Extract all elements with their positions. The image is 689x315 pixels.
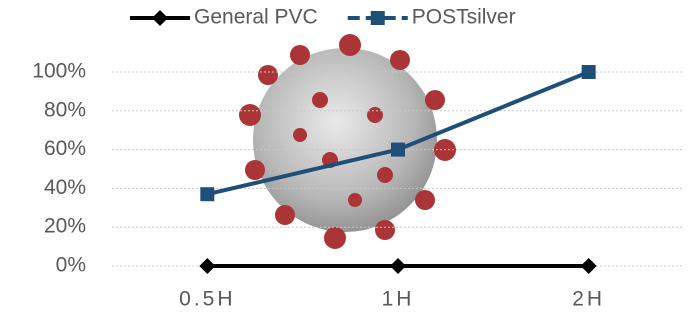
legend-marker (371, 11, 385, 25)
y-tick-label: 40% (44, 176, 86, 199)
x-tick-label: 1H (382, 288, 415, 311)
y-tick-label: 100% (32, 60, 86, 83)
y-tick-label: 0% (56, 254, 86, 277)
chart: 0% 20% 40% 60% 80% 100% 0.5H 1H 2H General PVC POS… (0, 0, 689, 315)
data-point (391, 143, 405, 157)
data-point (581, 258, 597, 274)
virus-illustration (239, 34, 456, 249)
x-tick-label: 2H (572, 288, 605, 311)
data-point (390, 258, 406, 274)
page: {"chart_data": {"type": "line", "categor… (0, 0, 689, 315)
legend-label: POSTsilver (412, 6, 516, 29)
x-tick-label: 0.5H (179, 288, 235, 311)
data-point (199, 258, 215, 274)
y-tick-label: 80% (44, 98, 86, 121)
legend-label: General PVC (194, 6, 318, 29)
data-point (582, 65, 596, 79)
data-point (200, 187, 214, 201)
y-tick-label: 60% (44, 137, 86, 160)
legend-marker (152, 10, 168, 26)
y-tick-label: 20% (44, 215, 86, 238)
